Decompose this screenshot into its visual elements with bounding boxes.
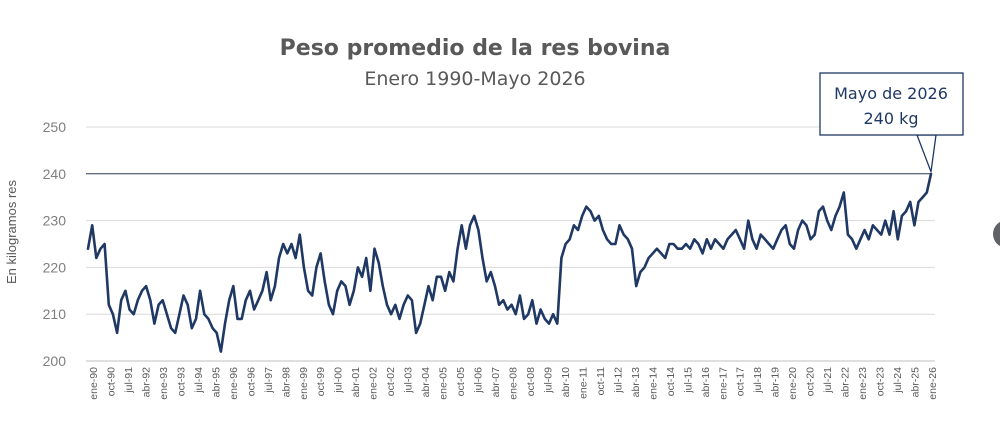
x-tick-label: abr-25 — [910, 367, 922, 398]
x-tick-label: oct-23 — [875, 367, 887, 396]
callout-line2: 240 kg — [863, 109, 918, 128]
x-tick-label: ene-08 — [508, 367, 520, 400]
x-tick-label: abr-10 — [560, 367, 572, 398]
callout-pointer — [916, 134, 937, 173]
y-tick-labels: 200 210 220 230 240 250 — [43, 119, 67, 369]
x-tick-label: oct-96 — [245, 367, 257, 396]
callout-line1: Mayo de 2026 — [834, 84, 948, 103]
x-tick-label: oct-14 — [665, 367, 677, 396]
x-tick-label: oct-99 — [315, 367, 327, 396]
x-tick-label: abr-07 — [490, 367, 502, 398]
x-tick-label: oct-93 — [175, 367, 187, 396]
x-tick-label: ene-14 — [647, 367, 659, 400]
x-tick-label: ene-96 — [228, 367, 240, 400]
callout-box — [819, 72, 964, 136]
x-tick-label: jul-18 — [752, 367, 764, 394]
x-tick-label: ene-90 — [88, 367, 100, 400]
x-tick-label: ene-20 — [787, 367, 799, 400]
x-tick-label: ene-93 — [158, 367, 170, 400]
chart-subtitle: Enero 1990-Mayo 2026 — [364, 68, 585, 90]
y-tick-label: 200 — [43, 353, 67, 369]
x-tick-label: oct-02 — [385, 367, 397, 396]
x-tick-label: oct-08 — [525, 367, 537, 396]
x-tick-label: jul-03 — [403, 367, 415, 394]
x-tick-label: jul-97 — [263, 367, 275, 394]
x-tick-label: jul-12 — [612, 367, 624, 394]
x-axis: ene-90 oct-90 jul-91 abr-92 ene-93 oct-93 jul-… — [86, 360, 939, 400]
x-tick-label: abr-92 — [140, 367, 152, 398]
callout: Mayo de 2026 240 kg — [819, 72, 964, 173]
gridlines — [86, 126, 935, 362]
series-line — [86, 172, 933, 353]
x-tick-label: jul-94 — [193, 367, 205, 394]
x-tick-label: ene-23 — [857, 367, 869, 400]
x-tick-label: ene-11 — [577, 367, 589, 399]
x-tick-label: oct-11 — [595, 367, 607, 396]
y-tick-label: 220 — [43, 259, 67, 275]
series-group — [86, 172, 933, 353]
x-tick-label: abr-19 — [770, 367, 782, 398]
x-tick-label: oct-05 — [455, 367, 467, 396]
x-tick-label: abr-95 — [210, 367, 222, 398]
x-tick-label: oct-17 — [735, 367, 747, 396]
x-tick-label: abr-13 — [630, 367, 642, 398]
y-tick-label: 210 — [43, 306, 67, 322]
x-tick-label: ene-05 — [438, 367, 450, 400]
y-tick-label: 240 — [43, 166, 67, 182]
x-tick-label: abr-22 — [840, 367, 852, 398]
x-tick-label: jul-91 — [123, 367, 135, 394]
x-tick-label: ene-17 — [717, 367, 729, 400]
x-tick-label: ene-02 — [368, 367, 380, 400]
x-tick-label: jul-21 — [822, 367, 834, 394]
x-tick-label: oct-90 — [105, 367, 117, 396]
chart-title: Peso promedio de la res bovina — [280, 36, 671, 61]
x-tick-label: jul-15 — [682, 367, 694, 394]
x-tick-label: abr-16 — [700, 367, 712, 398]
edge-circle-decoration — [993, 220, 1000, 248]
y-axis-label: En kilogramos res — [4, 179, 19, 284]
y-tick-label: 230 — [43, 213, 67, 229]
x-tick-label: jul-24 — [892, 367, 904, 394]
x-tick-label: abr-04 — [420, 367, 432, 398]
x-tick-label: abr-98 — [280, 367, 292, 398]
x-tick-label: jul-00 — [333, 367, 345, 394]
x-tick-label: ene-26 — [927, 367, 939, 400]
x-tick-label: ene-99 — [298, 367, 310, 400]
x-tick-label: jul-06 — [473, 367, 485, 394]
x-tick-label: jul-09 — [542, 367, 554, 394]
x-tick-label: oct-20 — [805, 367, 817, 396]
x-tick-label: abr-01 — [350, 367, 362, 398]
y-tick-label: 250 — [43, 119, 67, 135]
